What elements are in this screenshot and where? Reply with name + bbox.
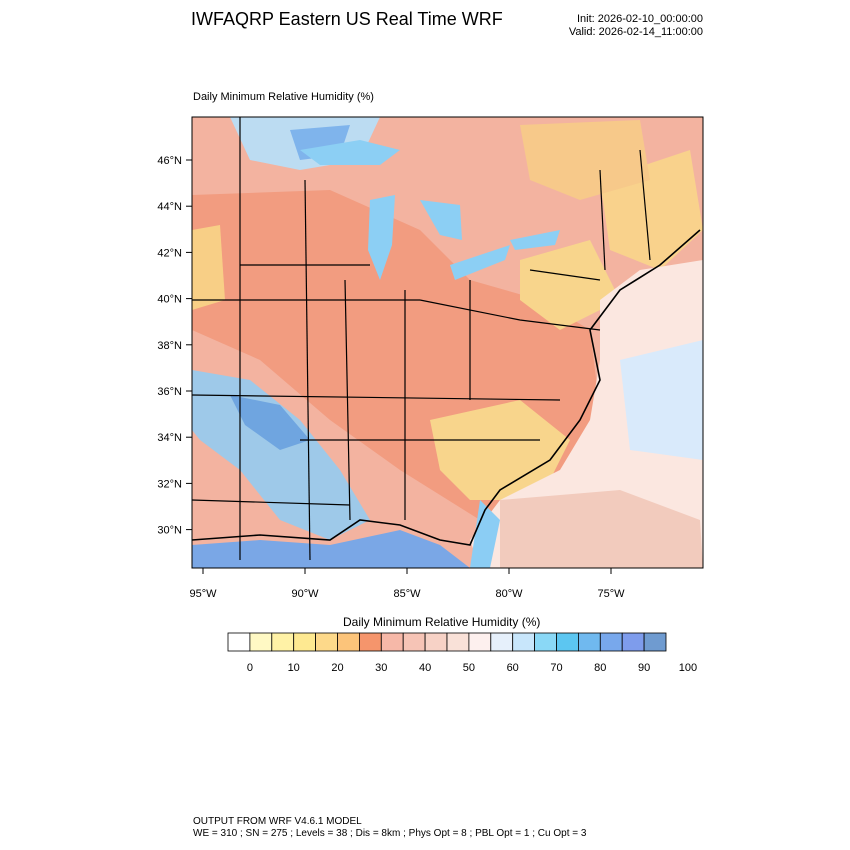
colorbar-swatch [468,632,492,652]
lat-label: 42°N [157,247,182,259]
ocean-dry-patch [500,490,703,568]
valid-time: Valid: 2026-02-14_11:00:00 [568,26,703,38]
colorbar-label: 60 [507,662,519,674]
model-footer: OUTPUT FROM WRF V4.6.1 MODEL WE = 310 ; … [193,816,586,840]
colorbar-swatch [599,632,623,652]
latitude-axis: 46°N 44°N 42°N 40°N 38°N 36°N 34°N 32°N 30°N [157,155,192,537]
gulf-of-mexico [192,530,470,568]
colorbar-swatch [358,632,382,652]
lake-superior [300,140,400,165]
lat-label: 46°N [157,155,182,167]
lat-label: 32°N [157,478,182,490]
colorbar-swatch [227,632,251,652]
border-line [529,269,601,281]
colorbar-swatch [512,632,536,652]
map-field [192,117,703,568]
footer-line-2: WE = 310 ; SN = 275 ; Levels = 38 ; Dis … [193,828,587,839]
colorbar: 0 10 20 30 40 50 60 70 80 90 100 [227,632,697,674]
lat-label: 30°N [157,525,182,537]
moist-region-arkansas [192,370,370,540]
lake-huron [420,200,462,240]
colorbar-swatch [446,632,470,652]
init-time: Init: 2026-02-10_00:00:00 [577,13,703,25]
colorbar-label: 20 [331,662,343,674]
longitude-axis: 95°W 90°W 85°W 80°W 75°W [189,568,625,600]
border-line [639,149,651,261]
lake-erie [450,245,510,280]
state-borders [192,117,651,561]
colorbar-label: 30 [375,662,387,674]
lat-label: 34°N [157,432,182,444]
border-line [304,179,311,561]
colorbar-swatch [249,632,273,652]
lat-label: 36°N [157,386,182,398]
lon-label: 85°W [393,588,421,600]
colorbar-label: 80 [594,662,606,674]
colorbar-swatch [643,632,667,652]
colorbar-label: 10 [288,662,300,674]
colorbar-swatch [424,632,448,652]
colorbar-swatch [490,632,514,652]
lon-label: 75°W [597,588,625,600]
colorbar-swatch [293,632,317,652]
border-line [344,279,351,521]
border-line [599,169,606,271]
yellow-zone-southeast [430,400,570,500]
lat-label: 38°N [157,340,182,352]
lon-label: 80°W [495,588,523,600]
border-line [419,299,601,331]
coastal-moist-band [470,500,500,568]
field-title: Daily Minimum Relative Humidity (%) [193,91,374,103]
border-line [192,394,561,401]
colorbar-label: 100 [679,662,697,674]
colorbar-swatch [402,632,426,652]
colorbar-label: 0 [247,662,253,674]
colorbar-swatch [621,632,645,652]
colorbar-swatch [556,632,579,652]
moist-core-arkansas [230,395,310,450]
colorbar-label: 70 [550,662,562,674]
run-info: Init: 2026-02-10_00:00:00 Valid: 2026-02… [569,13,703,39]
footer-line-1: OUTPUT FROM WRF V4.6.1 MODEL [193,816,362,827]
colorbar-swatch [337,632,360,652]
ocean-atlantic [470,260,703,568]
colorbar-swatch [315,632,338,652]
page-title: IWFAQRP Eastern US Real Time WRF [191,9,503,29]
colorbar-label: 90 [638,662,650,674]
lake-michigan [368,195,395,280]
colorbar-swatch [534,632,557,652]
yellow-zone-quebec [520,120,650,200]
colorbar-swatch [380,632,404,652]
yellow-zone-pennsylvania [520,240,620,330]
border-line [192,499,351,506]
yellow-zone-west [192,225,225,310]
colorbar-title: Daily Minimum Relative Humidity (%) [343,615,541,629]
lat-label: 40°N [157,294,182,306]
colorbar-label: 50 [463,662,475,674]
colorbar-swatch [271,632,295,652]
lake-ontario [510,230,560,250]
colorbar-label: 40 [419,662,431,674]
colorbar-swatch [578,632,601,652]
lat-label: 44°N [157,201,182,213]
coastline [192,229,701,546]
lon-label: 90°W [291,588,319,600]
map-frame [191,116,704,569]
lon-label: 95°W [189,588,217,600]
ocean-moist-patch [620,340,703,460]
